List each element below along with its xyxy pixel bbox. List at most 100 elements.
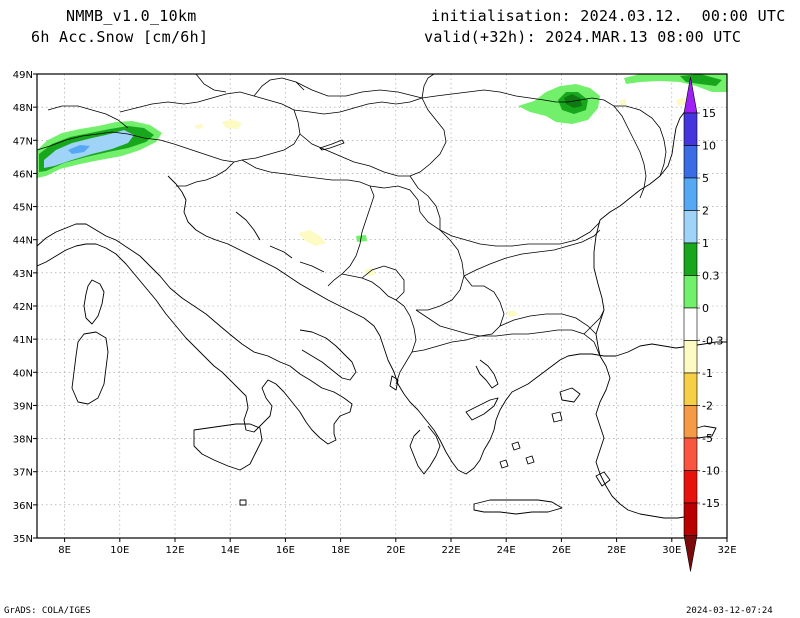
colorbar-box	[683, 112, 698, 146]
border-croatia-bosnia	[241, 159, 375, 287]
colorbar-label: 1	[702, 237, 709, 250]
colorbar-box	[683, 340, 698, 374]
lat-label: 41N	[13, 335, 33, 346]
border-austria-east	[233, 109, 301, 163]
coast-cyclades-2	[525, 455, 535, 465]
lon-label: 28E	[607, 545, 626, 556]
lat-label: 44N	[13, 236, 33, 247]
lon-label: 30E	[662, 545, 681, 556]
border-ukraine	[421, 74, 435, 99]
coast-malta	[239, 499, 247, 506]
border-turkey	[583, 309, 605, 335]
snow-alps-blue	[68, 145, 90, 154]
snow-bosnia-light-green	[356, 235, 367, 242]
snowfall-field	[37, 74, 727, 317]
colorbar-label: 0.3	[702, 270, 720, 283]
lon-label: 24E	[497, 545, 516, 556]
colorbar-label: 5	[702, 172, 709, 185]
coast-sicily	[193, 423, 263, 471]
coast-cyclades-3	[499, 459, 509, 469]
coast-lesbos	[559, 387, 581, 403]
border-bulgaria-south	[499, 313, 597, 335]
colorbar-box	[683, 502, 698, 536]
colorbar-label: -2	[702, 400, 713, 413]
coast-black-sea-south	[593, 219, 605, 357]
country-borders	[37, 74, 667, 385]
colorbar-label: -5	[702, 432, 713, 445]
border-romania-south	[439, 221, 601, 247]
border-bulgaria	[463, 229, 601, 277]
map-background	[37, 74, 727, 538]
axis-ticks: 8E 10E 12E 14E 16E 18E 20E 22E 24E 26E 28E 30E 32E 49…	[13, 70, 737, 556]
colorbar-label: -15	[702, 497, 720, 510]
lon-label: 12E	[165, 545, 184, 556]
lon-label: 16E	[276, 545, 295, 556]
lat-label: 49N	[13, 70, 33, 81]
valid-time: valid(+32h): 2024.MAR.13 08:00 UTC	[424, 28, 742, 46]
coast-chios	[551, 411, 563, 423]
colorbar-box	[683, 372, 698, 406]
colorbar: 15 10 5 2 1 0.3 0 -0.3 -1 -2 -5 -10 -15	[683, 76, 723, 572]
coast-chalkidiki	[475, 359, 499, 389]
coast-cyclades-1	[511, 441, 521, 451]
border-romania	[421, 89, 647, 199]
colorbar-box	[683, 210, 698, 244]
colorbar-bottom-arrow	[683, 535, 698, 572]
lon-label: 8E	[58, 545, 71, 556]
colorbar-label: -0.3	[702, 335, 723, 348]
coast-evia	[465, 397, 499, 421]
snow-bavaria-light-yellow	[195, 124, 203, 129]
coast-gargano-apulia	[299, 329, 357, 381]
border-slovenia-croatia	[176, 161, 235, 187]
coast-corsica	[83, 279, 105, 325]
lat-label: 40N	[13, 368, 33, 379]
coast-sardinia	[71, 331, 109, 405]
colorbar-label: -10	[702, 465, 720, 478]
lon-label: 18E	[331, 545, 350, 556]
lat-label: 38N	[13, 435, 33, 446]
coast-italy-adriatic	[37, 223, 353, 445]
coast-peloponnese	[409, 425, 441, 475]
lon-label: 10E	[110, 545, 129, 556]
lat-label: 46N	[13, 169, 33, 180]
snow-bulgaria-light-yellow	[506, 310, 518, 317]
lat-label: 45N	[13, 203, 33, 214]
coast-greece	[403, 341, 727, 475]
lon-label: 22E	[441, 545, 460, 556]
border-czech	[195, 74, 305, 97]
border-alps	[37, 131, 235, 163]
lon-label: 32E	[717, 545, 736, 556]
border-kosovo	[361, 265, 405, 301]
border-montenegro-albania	[341, 273, 417, 385]
border-macedonia	[415, 275, 505, 337]
border-romania-west	[409, 175, 441, 230]
colorbar-box	[683, 275, 698, 309]
coast-lake-balaton	[319, 139, 345, 151]
border-greece-north	[411, 329, 601, 357]
border-moldova	[614, 105, 667, 177]
model-title: NMMB_v1.0_10km	[66, 7, 197, 25]
border-switzerland	[47, 105, 129, 129]
colorbar-label: 15	[702, 107, 716, 120]
lat-label: 39N	[13, 401, 33, 412]
colorbar-box	[683, 242, 698, 276]
init-time: initialisation: 2024.03.12. 00:00 UTC	[431, 7, 786, 25]
snow-austria-light-yellow	[222, 119, 242, 129]
footer-source: GrADS: COLA/IGES	[4, 606, 91, 616]
border-slovakia	[293, 97, 423, 115]
colorbar-box	[683, 405, 698, 439]
snow-ukraine-light-yellow	[676, 97, 686, 106]
lat-label: 37N	[13, 468, 33, 479]
lon-label: 14E	[221, 545, 240, 556]
lat-label: 36N	[13, 501, 33, 512]
border-germany-austria	[119, 91, 295, 113]
coast-adriatic-north	[167, 175, 405, 395]
lon-label: 20E	[386, 545, 405, 556]
snow-alps-light-blue	[44, 130, 134, 168]
colorbar-box	[683, 470, 698, 504]
snow-moldova-light-yellow	[620, 99, 626, 105]
colorbar-box	[683, 437, 698, 471]
lat-label: 35N	[13, 534, 33, 545]
coast-croatia-islands	[235, 211, 325, 273]
